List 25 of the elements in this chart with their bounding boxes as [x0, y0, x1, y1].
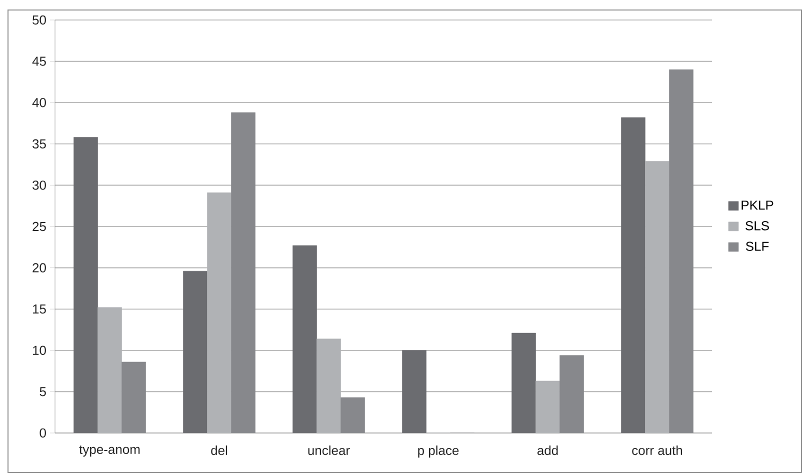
y-tick-label: 25: [32, 222, 46, 232]
y-tick-label: 40: [32, 98, 46, 108]
y-tick-label: 30: [32, 180, 46, 190]
legend-label: SLF: [746, 242, 769, 251]
bar: [207, 192, 232, 433]
bar: [98, 307, 122, 433]
y-tick-label: 50: [32, 15, 46, 25]
y-tick-label: 10: [33, 346, 46, 355]
y-tick-label: 5: [40, 387, 46, 396]
x-tick-label: del: [211, 446, 228, 456]
x-tick-label: add: [537, 446, 558, 456]
y-tick-label: 20: [32, 263, 46, 272]
legend-label: SLS: [746, 221, 769, 230]
x-tick-label: type-anom: [79, 446, 140, 457]
bar: [316, 338, 341, 433]
x-tick-label: p place: [418, 446, 459, 458]
bar: [536, 380, 560, 433]
y-tick-label: 0: [40, 428, 46, 438]
y-tick-label: 15: [33, 304, 46, 314]
x-tick-label: corr auth: [632, 446, 682, 456]
legend-label: PKLP: [742, 200, 774, 210]
x-tick-label: unclear: [308, 446, 350, 456]
bar: [645, 161, 670, 433]
y-tick-label: 45: [32, 56, 46, 66]
y-tick-label: 35: [32, 139, 46, 148]
